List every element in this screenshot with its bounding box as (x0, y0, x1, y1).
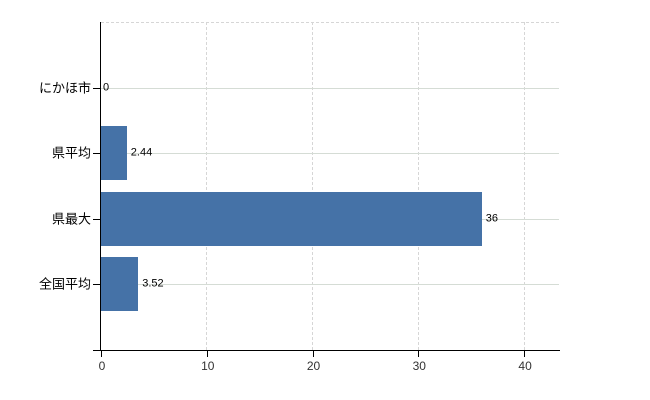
x-axis-tick (206, 350, 208, 357)
y-axis-tick (93, 88, 101, 89)
category-label: 県平均 (51, 145, 91, 161)
x-tick-label: 0 (98, 359, 106, 373)
bar-value-label: 3.52 (142, 277, 164, 290)
x-tick-label: 30 (412, 359, 426, 373)
x-axis-tick (524, 350, 526, 357)
x-gridline (312, 22, 314, 350)
plot-top-border (101, 22, 559, 23)
category-gridline (101, 88, 559, 89)
x-gridline (206, 22, 208, 350)
category-label: にかほ市 (38, 80, 91, 96)
bar (101, 126, 127, 180)
category-label: 全国平均 (38, 276, 91, 292)
x-gridline (417, 22, 419, 350)
category-label: 県最大 (51, 211, 91, 227)
bar-value-label: 0 (103, 81, 110, 94)
x-tick-label: 10 (201, 359, 215, 373)
x-axis-tick (312, 350, 314, 357)
bar-value-label: 2.44 (130, 146, 153, 159)
y-axis-tick (93, 153, 101, 154)
plot-area (101, 22, 559, 350)
category-gridline (101, 284, 559, 285)
category-gridline (101, 153, 559, 154)
y-axis-line (100, 22, 101, 351)
bar-value-label: 36 (485, 212, 499, 225)
x-tick-label: 20 (306, 359, 321, 373)
y-axis-tick (93, 284, 101, 285)
x-axis-line (93, 350, 560, 351)
x-gridline (523, 22, 525, 350)
x-axis-tick (418, 350, 420, 357)
y-axis-tick (93, 219, 101, 220)
x-axis-tick (101, 350, 102, 357)
bar (101, 257, 138, 311)
bar (101, 192, 482, 246)
x-tick-label: 40 (518, 359, 532, 373)
